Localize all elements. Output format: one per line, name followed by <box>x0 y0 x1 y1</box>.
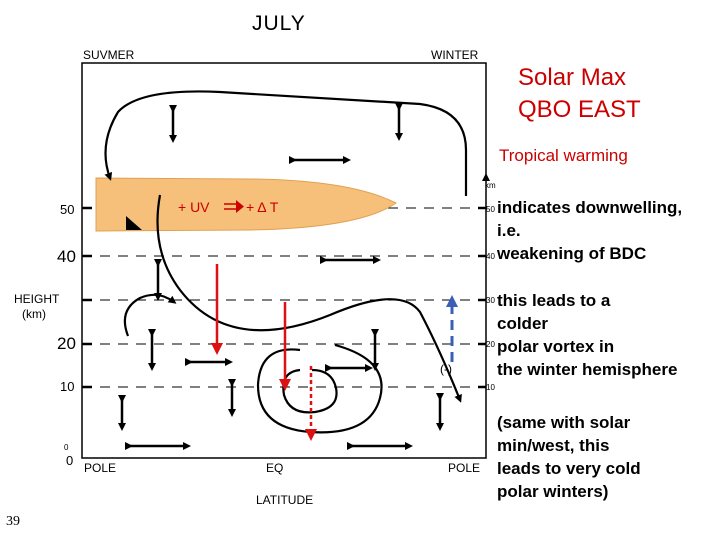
note-line: (same with solar <box>497 413 631 432</box>
minus-label: (-) <box>440 362 452 376</box>
solar-max-heading: Solar Max <box>518 64 627 91</box>
vortex-note: this leads to a colder polar vortex in t… <box>497 289 677 381</box>
right-tick-20: 20 <box>486 340 495 349</box>
tropical-warming-label: Tropical warming <box>499 146 628 165</box>
right-tick-30: 30 <box>486 296 495 305</box>
mixing-arrows <box>118 103 444 450</box>
right-tick-40: 40 <box>486 252 495 261</box>
qbo-east-heading: QBO EAST <box>518 96 641 123</box>
note-line: indicates downwelling, <box>497 198 683 217</box>
right-tick-50: 50 <box>486 205 495 214</box>
latitude-label: LATITUDE <box>256 493 313 507</box>
plot-frame <box>81 62 487 459</box>
height-tick-40: 40 <box>57 247 76 266</box>
note-line: this leads to a <box>497 291 611 310</box>
note-line: polar winters) <box>497 482 609 501</box>
note-line: leads to very cold <box>497 459 641 478</box>
height-tick-0: 0 <box>66 453 73 468</box>
pole-right-label: POLE <box>448 461 480 475</box>
downwelling-arrows <box>211 264 317 441</box>
note-line: weakening of BDC <box>497 244 647 263</box>
right-tick-10: 10 <box>486 383 495 392</box>
height-axis-unit: (km) <box>22 307 46 321</box>
left-ticks <box>82 206 92 389</box>
height-tick-20: 20 <box>57 334 76 353</box>
note-line: the winter hemisphere <box>497 360 678 379</box>
right-ticks <box>478 206 486 389</box>
uv-label: + UV <box>178 199 210 215</box>
note-line: colder <box>497 314 549 333</box>
tropical-warming-band <box>95 177 397 232</box>
height-tick-10: 10 <box>60 379 74 394</box>
winter-label: WINTER <box>431 48 479 62</box>
km-label: km <box>485 181 496 190</box>
pole-left-label: POLE <box>84 461 116 475</box>
height-axis-label: HEIGHT <box>14 292 60 306</box>
page-number: 39 <box>6 514 20 529</box>
slide-title: JULY <box>252 12 306 35</box>
note-line: min/west, this <box>497 436 610 455</box>
note-line: i.e. <box>497 221 521 240</box>
downwelling-note: indicates downwelling, i.e. weakening of… <box>497 196 682 265</box>
height-tick-0-small: 0 <box>64 443 69 452</box>
solar-min-note: (same with solar min/west, this leads to… <box>497 411 641 503</box>
height-tick-50: 50 <box>60 202 74 217</box>
band-corner-marker <box>126 216 142 230</box>
summer-label: SUVMER <box>83 48 135 62</box>
uv-arrow-icon <box>224 200 244 213</box>
eq-label: EQ <box>266 461 283 475</box>
note-line: polar vortex in <box>497 337 615 356</box>
delta-t-label: + Δ T <box>246 199 279 215</box>
